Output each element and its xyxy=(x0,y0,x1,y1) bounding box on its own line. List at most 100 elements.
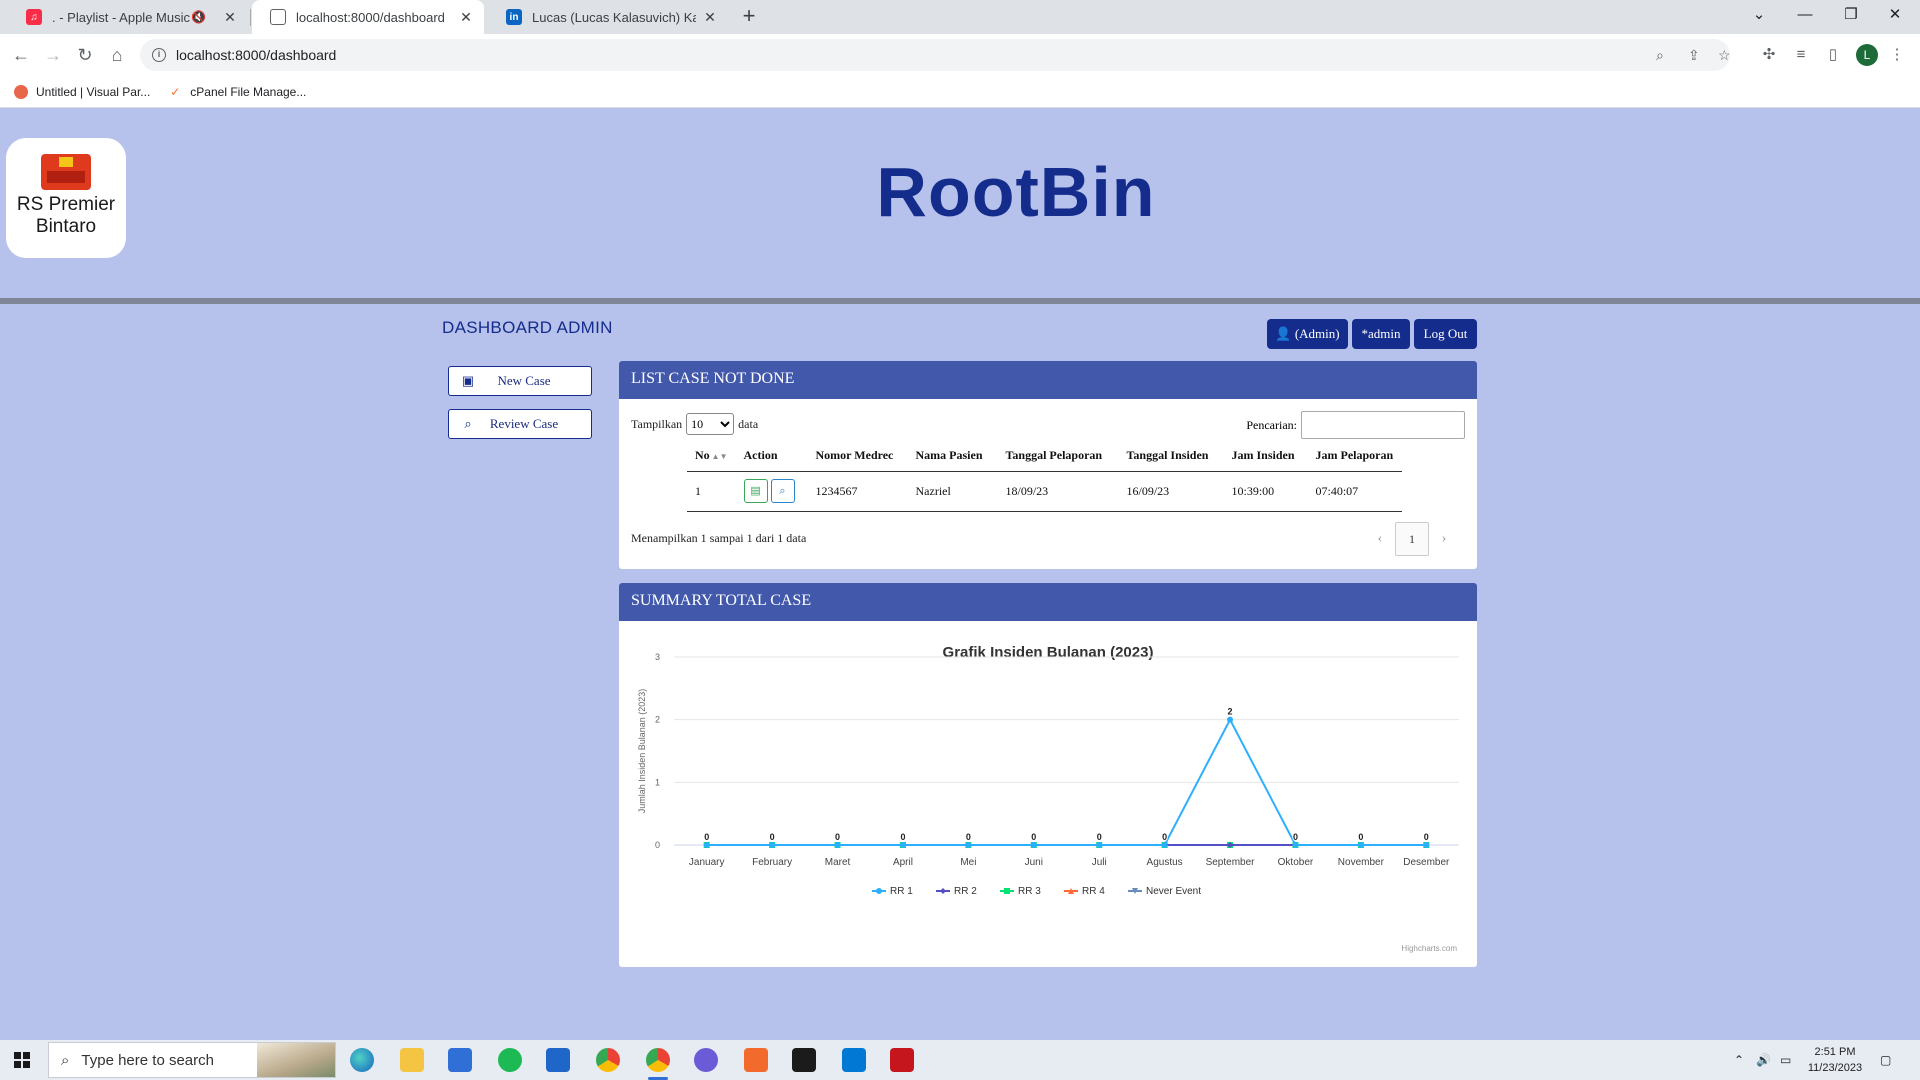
new-case-button[interactable]: ▣ New Case xyxy=(448,366,592,396)
restore-icon[interactable]: ❐ xyxy=(1844,6,1858,23)
data-label: 0 xyxy=(1162,832,1167,842)
list-case-panel: LIST CASE NOT DONE Tampilkan 10 data Pen… xyxy=(619,361,1477,569)
data-point xyxy=(1227,842,1234,848)
close-tab-icon[interactable]: ✕ xyxy=(704,8,716,25)
close-tab-icon[interactable]: ✕ xyxy=(224,8,236,25)
discord-icon[interactable] xyxy=(694,1048,718,1072)
search-icon: ⌕ xyxy=(61,1051,70,1069)
tab-search-chevron-icon[interactable]: ⌄ xyxy=(1752,6,1766,23)
bookmark-label: cPanel File Manage... xyxy=(190,84,307,99)
view-search-icon[interactable]: ⌕ xyxy=(770,479,795,503)
column-header-tgl-insiden[interactable]: Tanggal Insiden xyxy=(1118,441,1224,472)
reload-icon[interactable]: ↻ xyxy=(77,45,93,65)
bookmark-label: Untitled | Visual Par... xyxy=(36,84,151,99)
notifications-icon[interactable]: ▢ xyxy=(1880,1053,1892,1067)
column-header-nama[interactable]: Nama Pasien xyxy=(907,441,998,472)
system-clock[interactable]: 2:51 PM 11/23/2023 xyxy=(1800,1044,1870,1076)
chart-credits[interactable]: Highcharts.com xyxy=(1401,944,1457,953)
bookmark-item[interactable]: Untitled | Visual Par... xyxy=(14,84,151,99)
x-tick-label: November xyxy=(1338,857,1385,868)
address-bar[interactable]: i localhost:8000/dashboard xyxy=(140,39,1730,71)
column-header-medrec[interactable]: Nomor Medrec xyxy=(807,441,908,472)
admin-user-button[interactable]: *admin xyxy=(1352,319,1410,349)
file-explorer-icon[interactable] xyxy=(400,1048,424,1072)
edge-icon[interactable] xyxy=(350,1048,374,1072)
terminal-icon[interactable] xyxy=(792,1048,816,1072)
column-header-jam-lapor[interactable]: Jam Pelaporan xyxy=(1307,441,1402,472)
network-icon[interactable]: ▭ xyxy=(1780,1053,1792,1067)
previous-page-icon[interactable]: ‹ xyxy=(1377,531,1383,546)
column-header-no[interactable]: No ▲▼ xyxy=(687,441,736,472)
bookmark-star-icon[interactable]: ☆ xyxy=(1718,47,1731,63)
header-divider xyxy=(0,298,1920,304)
clock-time: 2:51 PM xyxy=(1814,1046,1856,1058)
kebab-menu-icon[interactable]: ⋮ xyxy=(1889,46,1905,63)
new-tab-plus-icon[interactable]: + xyxy=(742,3,756,28)
visual-paradigm-icon xyxy=(14,84,28,99)
next-page-icon[interactable]: › xyxy=(1441,531,1447,546)
tray-chevron-icon[interactable]: ⌃ xyxy=(1734,1053,1745,1067)
table-header-row: No ▲▼ Action Nomor Medrec Nama Pasien Tan… xyxy=(687,441,1402,472)
page-number-button[interactable]: 1 xyxy=(1395,522,1429,556)
muted-speaker-icon[interactable]: 🔇 xyxy=(191,10,206,24)
column-header-tgl-lapor[interactable]: Tanggal Pelaporan xyxy=(997,441,1119,472)
review-case-button[interactable]: ⌕ Review Case xyxy=(448,409,592,439)
cell-no: 1 xyxy=(687,471,736,512)
chart-series xyxy=(703,716,1430,848)
column-header-jam-insiden[interactable]: Jam Insiden xyxy=(1223,441,1308,472)
data-label: 0 xyxy=(835,832,840,842)
chart-legend[interactable]: RR 1 RR 2 RR 3 RR 4 Never Event xyxy=(872,886,1201,897)
xampp-icon[interactable] xyxy=(744,1048,768,1072)
chart-grid: 0 1 2 3 xyxy=(655,652,1459,850)
chart-container: Grafik Insiden Bulanan (2023) Jumlah Ins… xyxy=(619,621,1477,967)
zoom-magnifier-icon[interactable]: ⌕ xyxy=(1656,47,1664,63)
forward-arrow-icon[interactable]: → xyxy=(44,45,62,65)
mail-icon[interactable] xyxy=(546,1048,570,1072)
speaker-icon[interactable]: 🔊 xyxy=(1756,1053,1771,1067)
data-point xyxy=(1357,842,1364,848)
back-arrow-icon[interactable]: ← xyxy=(12,45,30,65)
data-label: 0 xyxy=(1293,832,1298,842)
share-icon[interactable]: ⇪ xyxy=(1688,47,1700,63)
chrome-active-icon[interactable] xyxy=(646,1048,670,1080)
apple-music-icon: ♫ xyxy=(26,9,42,25)
address-url[interactable]: localhost:8000/dashboard xyxy=(176,47,337,63)
microsoft-store-icon[interactable] xyxy=(448,1048,472,1072)
column-header-action[interactable]: Action xyxy=(735,441,808,472)
minimize-icon[interactable]: — xyxy=(1797,6,1813,23)
acrobat-icon[interactable] xyxy=(890,1048,914,1072)
taskbar-search-placeholder: Type here to search xyxy=(81,1051,214,1069)
table-search: Pencarian: xyxy=(1246,411,1465,439)
tab-dashboard[interactable]: localhost:8000/dashboard ✕ xyxy=(252,0,484,34)
entries-length-select[interactable]: 10 xyxy=(686,413,735,435)
cpanel-icon: ✓ xyxy=(168,84,183,99)
extensions-puzzle-icon[interactable]: ✣ xyxy=(1762,46,1776,63)
new-case-label: New Case xyxy=(497,373,551,388)
tab-linkedin[interactable]: in Lucas (Lucas Kalasuvich) Kalasuv ✕ xyxy=(488,0,728,34)
windows-start-icon[interactable] xyxy=(14,1052,30,1068)
chrome-icon[interactable] xyxy=(596,1048,620,1072)
tab-apple-music[interactable]: ♫ . - Playlist - Apple Music 🔇 ✕ xyxy=(8,0,248,34)
profile-avatar[interactable]: L xyxy=(1856,44,1878,66)
taskbar-search-box[interactable]: ⌕ Type here to search xyxy=(48,1042,336,1078)
close-window-icon[interactable]: ✕ xyxy=(1888,6,1902,23)
close-tab-icon[interactable]: ✕ xyxy=(460,8,472,25)
search-label: Pencarian: xyxy=(1246,417,1297,432)
home-icon[interactable]: ⌂ xyxy=(111,45,123,65)
admin-role-button[interactable]: 👤 (Admin) xyxy=(1267,319,1348,349)
logout-button[interactable]: Log Out xyxy=(1414,319,1477,349)
spotify-icon[interactable] xyxy=(498,1048,522,1072)
y-tick-label: 2 xyxy=(655,715,660,725)
legend-item-label: RR 3 xyxy=(1018,886,1041,897)
media-queue-icon[interactable]: ≡ xyxy=(1796,46,1806,63)
side-panel-icon[interactable]: ▯ xyxy=(1828,46,1838,63)
hospital-logo[interactable]: RS Premier Bintaro xyxy=(6,138,126,258)
bookmark-item[interactable]: ✓ cPanel File Manage... xyxy=(168,84,307,99)
table-search-input[interactable] xyxy=(1301,411,1465,439)
cell-jam-lapor: 07:40:07 xyxy=(1307,471,1402,512)
site-info-icon[interactable]: i xyxy=(152,48,166,62)
data-label: 0 xyxy=(900,832,905,842)
edit-clipboard-icon[interactable]: ▤ xyxy=(743,479,768,503)
legend-swatch-marker xyxy=(1068,888,1074,894)
vscode-icon[interactable] xyxy=(842,1048,866,1072)
